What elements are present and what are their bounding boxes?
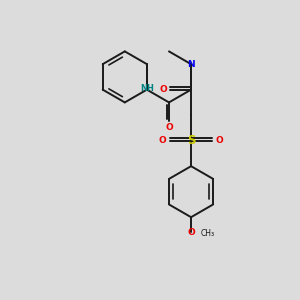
Text: NH: NH bbox=[140, 84, 154, 93]
Text: CH₃: CH₃ bbox=[201, 229, 215, 238]
Text: S: S bbox=[187, 134, 195, 147]
Text: O: O bbox=[187, 228, 195, 237]
Text: O: O bbox=[159, 85, 167, 94]
Text: O: O bbox=[159, 136, 167, 145]
Text: O: O bbox=[165, 123, 173, 132]
Text: O: O bbox=[216, 136, 223, 145]
Text: N: N bbox=[187, 60, 195, 69]
